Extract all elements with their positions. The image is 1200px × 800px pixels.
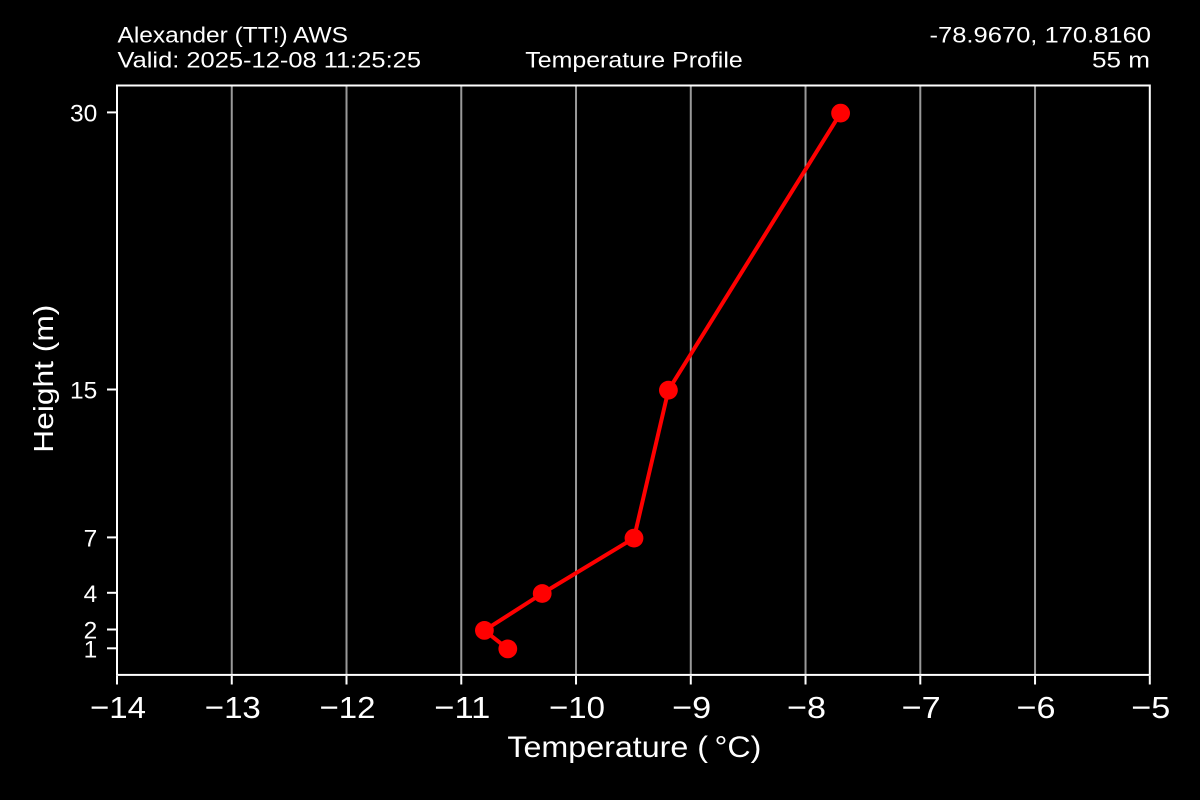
svg-text:−5: −5 (1131, 690, 1170, 725)
svg-text:4: 4 (84, 581, 98, 608)
svg-text:−14: −14 (90, 690, 146, 725)
svg-text:−8: −8 (787, 690, 826, 725)
svg-text:Temperature ( °C): Temperature ( °C) (507, 731, 761, 764)
svg-text:15: 15 (70, 378, 97, 405)
svg-text:1: 1 (84, 637, 98, 664)
svg-text:Temperature Profile: Temperature Profile (525, 48, 743, 73)
svg-text:2: 2 (84, 618, 98, 645)
svg-text:−12: −12 (320, 690, 376, 725)
svg-text:30: 30 (70, 101, 97, 128)
svg-text:Valid: 2025-12-08 11:25:25: Valid: 2025-12-08 11:25:25 (118, 48, 422, 73)
svg-text:−11: −11 (434, 690, 490, 725)
svg-text:−7: −7 (902, 690, 941, 725)
svg-text:−10: −10 (549, 690, 605, 725)
svg-text:−13: −13 (205, 690, 261, 725)
svg-text:Height (m): Height (m) (28, 305, 59, 453)
svg-text:55 m: 55 m (1092, 48, 1150, 73)
svg-text:7: 7 (84, 526, 98, 553)
svg-text:-78.9670, 170.8160: -78.9670, 170.8160 (930, 22, 1152, 47)
svg-text:Alexander (TT!) AWS: Alexander (TT!) AWS (118, 22, 349, 47)
svg-text:−9: −9 (672, 690, 711, 725)
svg-text:−6: −6 (1017, 690, 1056, 725)
